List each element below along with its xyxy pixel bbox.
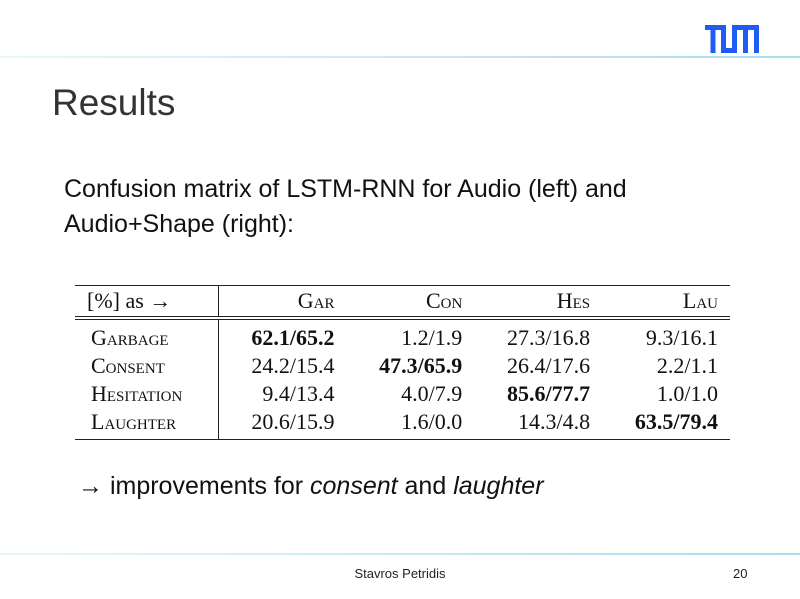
intro-text: Confusion matrix of LSTM-RNN for Audio (…: [64, 175, 627, 238]
table-cell: 1.0/1.0: [656, 381, 718, 406]
header-rule: [0, 56, 800, 58]
table-cell: 20.6/15.9: [218, 408, 347, 440]
footer-author: Stavros Petridis: [354, 566, 446, 581]
table-header-row: [%] as → Gar Con Hes Lau: [75, 285, 730, 320]
corner-cell: [%] as →: [75, 285, 219, 320]
tum-logo: [705, 25, 759, 53]
row-label: Laughter: [75, 408, 219, 440]
emphasis-consent: consent: [310, 472, 398, 500]
table-cell: 1.6/0.0: [346, 408, 475, 440]
row-label: Garbage: [75, 318, 219, 352]
table-cell: 9.3/16.1: [645, 325, 718, 350]
table-cell: 62.1/65.2: [251, 325, 335, 350]
table-row: Hesitation 9.4/13.4 4.0/7.9 85.6/77.7 1.0/1.…: [75, 380, 730, 408]
row-label: Hesitation: [75, 380, 219, 408]
row-label: Consent: [75, 352, 219, 380]
arrow-icon: →: [78, 472, 103, 500]
table-cell: 9.4/13.4: [262, 381, 335, 406]
table-cell: 85.6/77.7: [507, 381, 591, 406]
conclusion-text: improvements for: [109, 472, 311, 500]
conclusion-text: and: [397, 472, 454, 500]
page-number: 20: [733, 566, 748, 581]
column-header: Lau: [602, 285, 730, 320]
confusion-matrix-table: [%] as → Gar Con Hes Lau Garbage 62.1/65.…: [75, 285, 730, 440]
slide-title: Results: [52, 82, 176, 123]
column-header: Gar: [218, 285, 347, 320]
emphasis-laughter: laughter: [453, 472, 544, 500]
table-cell: 2.2/1.1: [656, 353, 718, 378]
column-header: Hes: [474, 285, 603, 320]
table-cell: 24.2/15.4: [251, 353, 335, 378]
column-header: Con: [346, 285, 475, 320]
table-cell: 27.3/16.8: [507, 325, 591, 350]
table-cell: 1.2/1.9: [401, 325, 463, 350]
table-row: Garbage 62.1/65.2 1.2/1.9 27.3/16.8 9.3/16.1: [75, 318, 730, 352]
table-row: Consent 24.2/15.4 47.3/65.9 26.4/17.6 2.2/1.…: [75, 352, 730, 380]
table-cell: 26.4/17.6: [507, 353, 591, 378]
table-row: Laughter 20.6/15.9 1.6/0.0 14.3/4.8 63.5/79.…: [75, 408, 730, 440]
footer-rule: [0, 553, 800, 555]
table-cell: 14.3/4.8: [474, 408, 603, 440]
table-cell: 47.3/65.9: [379, 353, 463, 378]
table-cell: 63.5/79.4: [602, 408, 730, 440]
conclusion: → improvements for consent and laughter: [78, 472, 544, 501]
table-cell: 4.0/7.9: [401, 381, 463, 406]
